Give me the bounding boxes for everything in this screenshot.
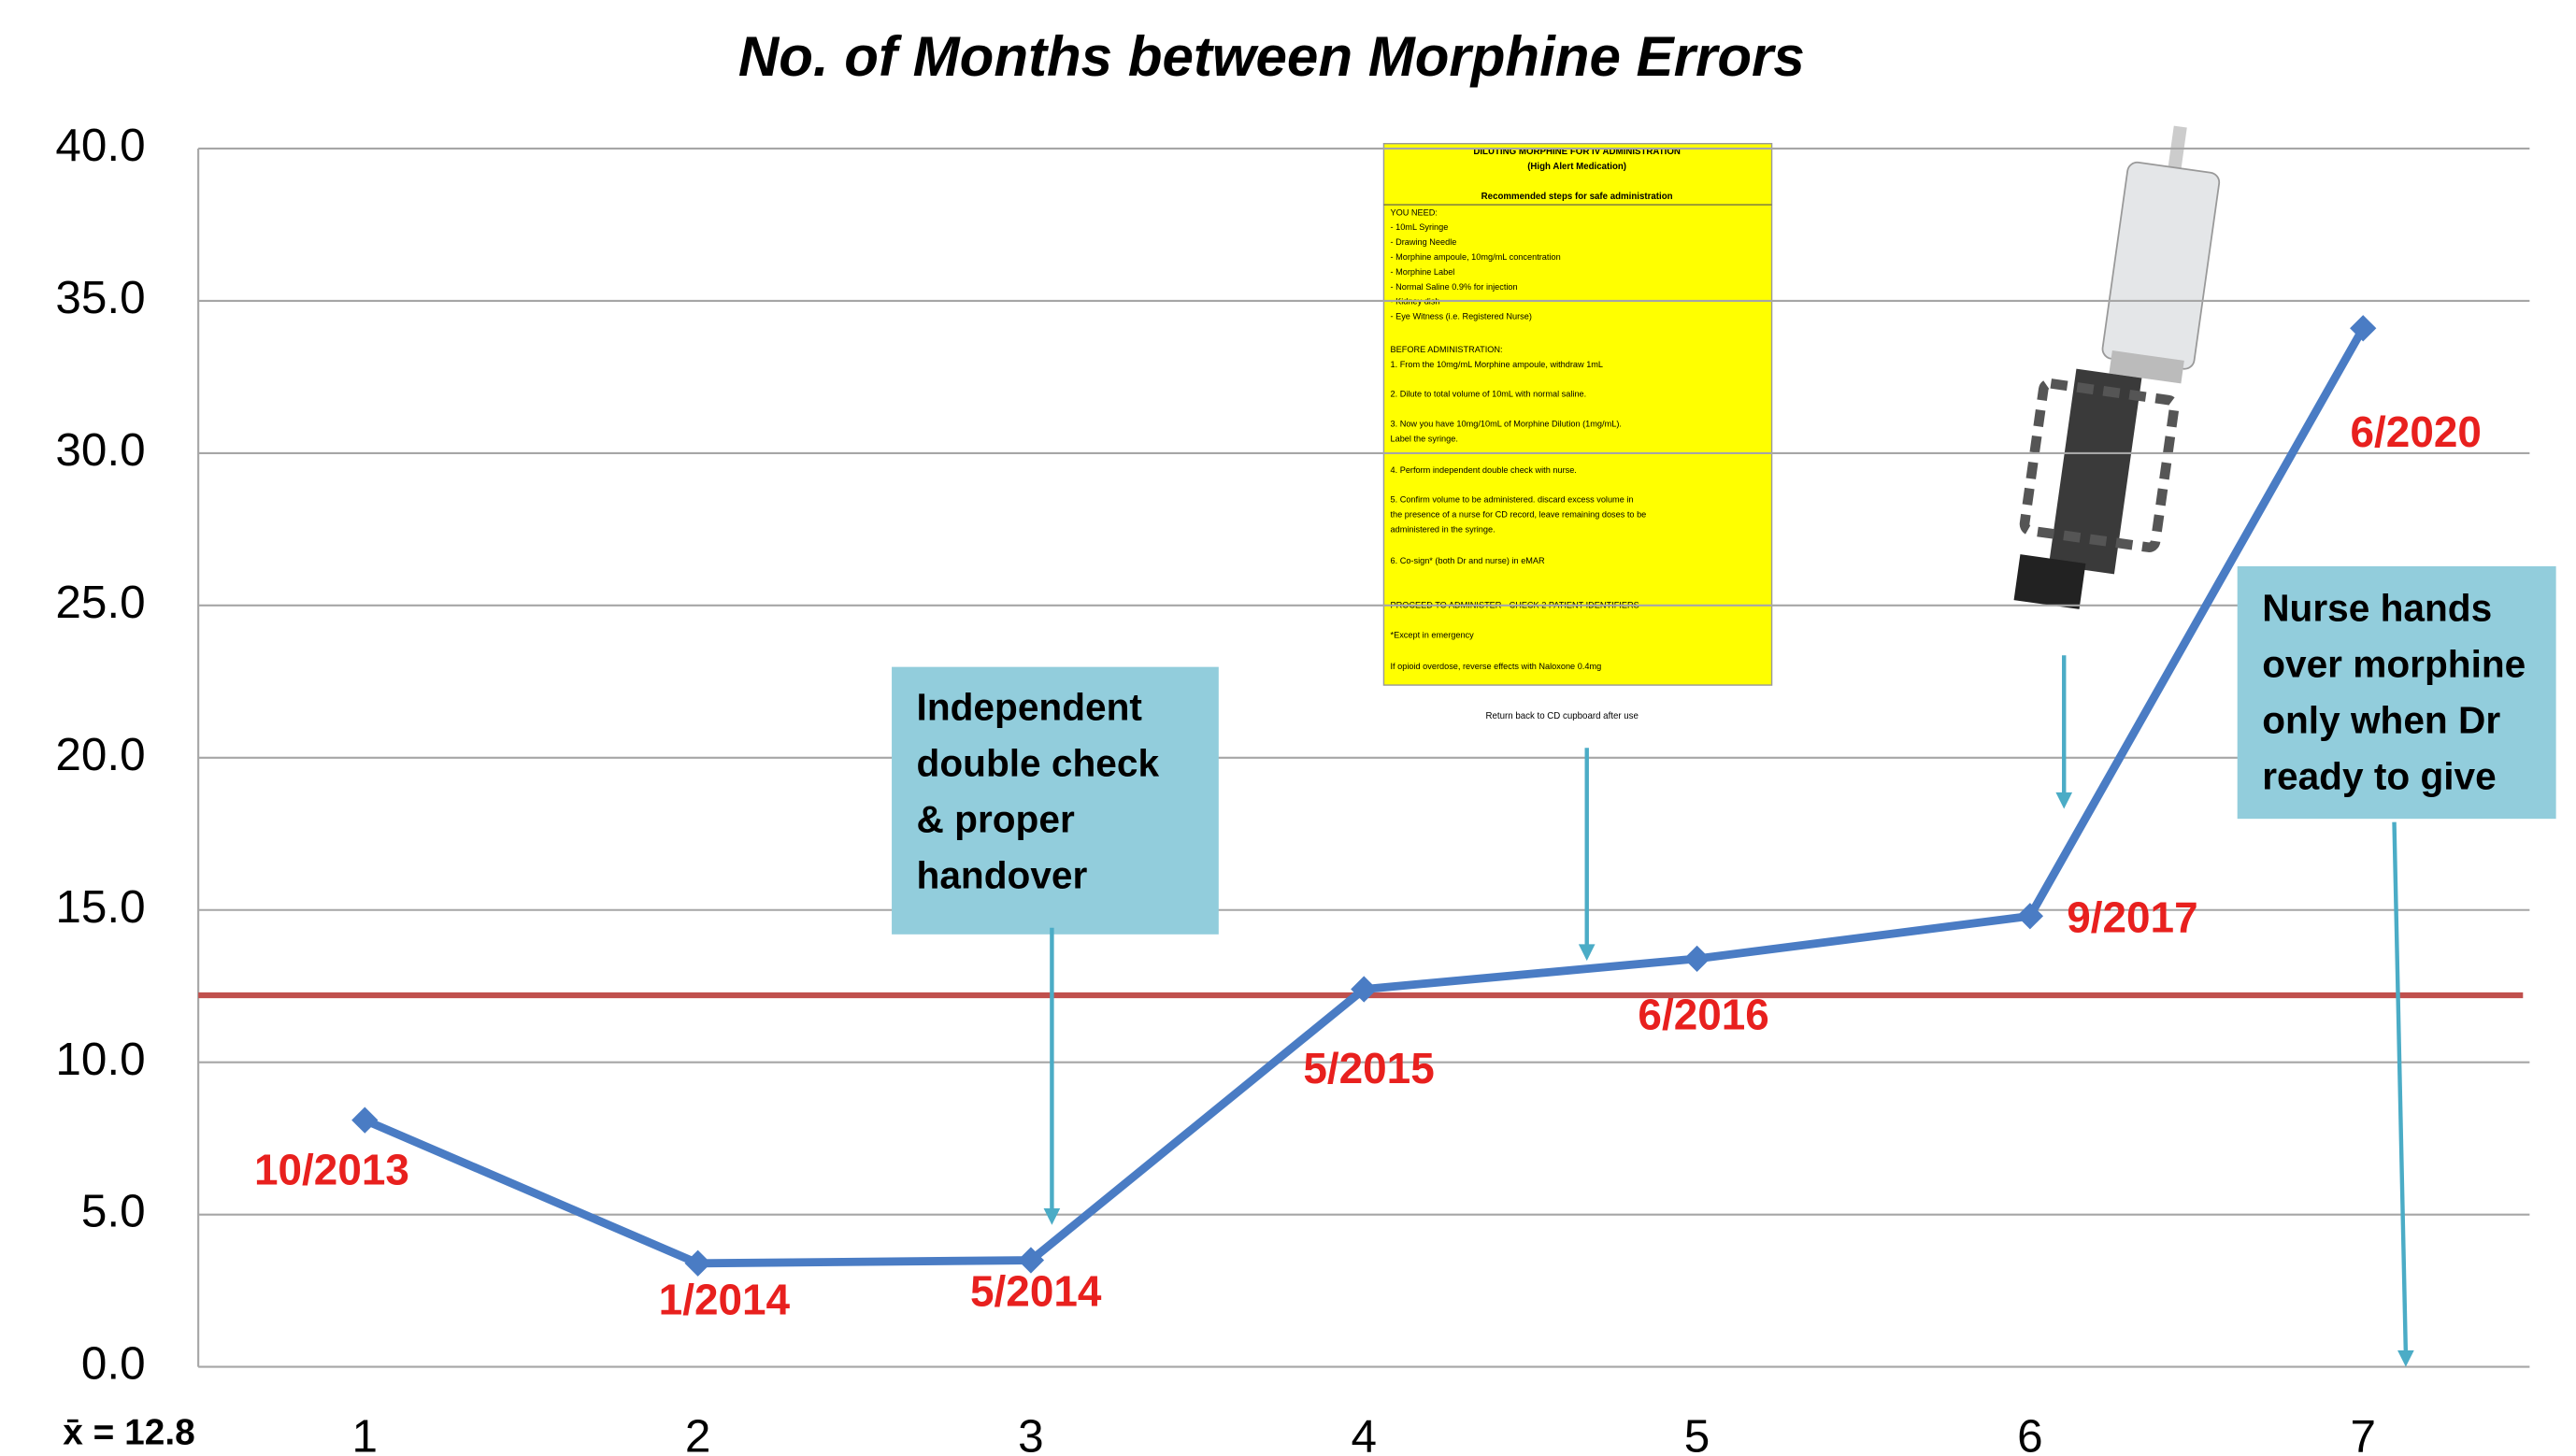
chart: No. of Months between Morphine Errors x̄… <box>0 0 2576 1456</box>
point-label: 10/2013 <box>254 1145 409 1193</box>
annotation-text: over morphine <box>2262 642 2526 685</box>
sheet-title: (High Alert Medication) <box>1527 162 1626 172</box>
arrow-head <box>1579 944 1596 961</box>
sheet-item: 1. From the 10mg/mL Morphine ampoule, wi… <box>1391 360 1604 369</box>
x-tick-label: 4 <box>1351 1410 1377 1456</box>
y-tick-label: 0.0 <box>81 1338 146 1390</box>
annotation-text: Nurse hands <box>2262 586 2492 629</box>
x-tick-label: 2 <box>685 1410 711 1456</box>
annotation-text: handover <box>917 853 1088 896</box>
x-tick-label: 7 <box>2350 1410 2376 1456</box>
point-label: 6/2020 <box>2351 407 2482 456</box>
x-tick-label: 6 <box>2017 1410 2043 1456</box>
sheet-item: 5. Confirm volume to be administered. di… <box>1391 495 1634 505</box>
sheet-item: 6. Co-sign* (both Dr and nurse) in eMAR <box>1391 556 1546 565</box>
syringe-base <box>2014 554 2086 609</box>
x-tick-label: 1 <box>352 1410 379 1456</box>
sheet-item: - Morphine ampoule, 10mg/mL concentratio… <box>1391 252 1561 262</box>
arrow-head <box>2055 792 2072 809</box>
protocol-sheet: DILUTING MORPHINE FOR IV ADMINISTRATION(… <box>1383 144 1771 722</box>
point-label: 1/2014 <box>659 1275 791 1323</box>
sheet-title: Recommended steps for safe administratio… <box>1481 192 1673 202</box>
annotation-text: only when Dr <box>2262 698 2500 741</box>
arrow-head <box>1044 1208 1061 1225</box>
sheet-item: the presence of a nurse for CD record, l… <box>1391 510 1647 520</box>
marker <box>684 1250 710 1277</box>
sheet-item: - 10mL Syringe <box>1391 222 1449 232</box>
arrow-head <box>2397 1350 2414 1367</box>
sheet-item: 3. Now you have 10mg/10mL of Morphine Di… <box>1391 419 1622 428</box>
sheet-item: 4. Perform independent double check with… <box>1391 465 1577 475</box>
annotation-text: & proper <box>917 797 1075 840</box>
syringe-image <box>2014 113 2226 621</box>
sheet-item: 2. Dilute to total volume of 10mL with n… <box>1391 390 1587 399</box>
x-tick-label: 5 <box>1684 1410 1710 1456</box>
annotation-text: ready to give <box>2262 754 2497 797</box>
y-tick-label: 20.0 <box>55 729 145 780</box>
y-tick-label: 35.0 <box>55 272 145 323</box>
sheet-item: - Normal Saline 0.9% for injection <box>1391 282 1518 292</box>
x-tick-label: 3 <box>1018 1410 1044 1456</box>
point-label: 5/2015 <box>1303 1044 1434 1092</box>
syringe-barrel <box>2101 161 2220 370</box>
sheet-item: - Morphine Label <box>1391 267 1455 277</box>
point-label: 9/2017 <box>2067 893 2197 942</box>
point-label: 5/2014 <box>970 1267 1102 1316</box>
point-label: 6/2016 <box>1638 991 1768 1039</box>
y-tick-label: 30.0 <box>55 424 145 476</box>
sheet-item: Label the syringe. <box>1391 434 1458 443</box>
y-tick-label: 5.0 <box>81 1186 146 1237</box>
chart-title: No. of Months between Morphine Errors <box>738 25 1805 88</box>
annotation-text: double check <box>917 741 1160 784</box>
sheet-item: *Except in emergency <box>1391 631 1475 640</box>
arrow-shaft <box>2395 822 2406 1354</box>
y-tick-label: 25.0 <box>55 577 145 628</box>
annotation-text: Independent <box>917 685 1143 728</box>
sheet-caption: Return back to CD cupboard after use <box>1486 711 1639 721</box>
marker <box>1683 946 1710 972</box>
marker <box>351 1106 378 1133</box>
sheet-item: BEFORE ADMINISTRATION: <box>1391 345 1503 354</box>
sheet-item: - Drawing Needle <box>1391 237 1457 247</box>
y-tick-label: 15.0 <box>55 881 145 933</box>
sheet-item: - Eye Witness (i.e. Registered Nurse) <box>1391 312 1532 321</box>
sheet-item: YOU NEED: <box>1391 207 1438 217</box>
sheet-item: administered in the syringe. <box>1391 524 1496 534</box>
sheet-item: If opioid overdose, reverse effects with… <box>1391 662 1602 671</box>
y-tick-label: 40.0 <box>55 120 145 171</box>
y-tick-label: 10.0 <box>55 1034 145 1085</box>
mean-label: x̄ = 12.8 <box>63 1412 195 1452</box>
